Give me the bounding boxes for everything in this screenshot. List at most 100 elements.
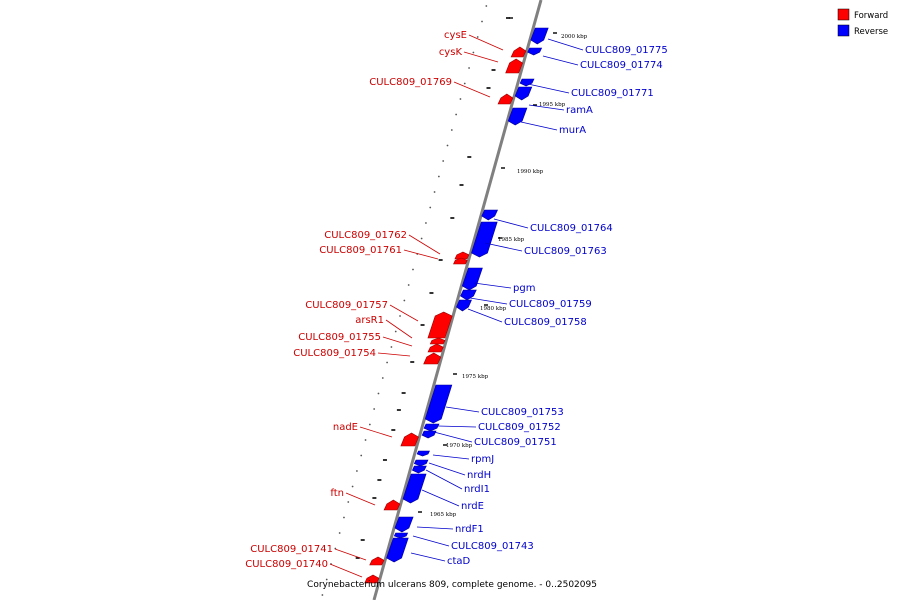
gene-feature-culc809_01758[interactable] xyxy=(456,299,472,312)
gene-pointer-ctad xyxy=(410,552,446,562)
gene-feature-culc809_01761[interactable] xyxy=(453,257,468,265)
gene-pointer-culc809_01764 xyxy=(493,218,529,229)
gene-label-nade[interactable]: nadE xyxy=(333,422,358,433)
gene-feature-culc809_01751[interactable] xyxy=(421,430,437,439)
gene-label-culc809_01757[interactable]: CULC809_01757 xyxy=(305,300,388,311)
gene-label-nrdh[interactable]: nrdH xyxy=(467,470,491,481)
gene-feature-mura[interactable] xyxy=(507,107,528,126)
gene-pointer-culc809_01743 xyxy=(412,535,450,547)
gene-feature-culc809_01741[interactable] xyxy=(369,556,385,566)
gene-feature-rpmj[interactable] xyxy=(416,450,430,457)
gene-label-mura[interactable]: murA xyxy=(559,125,586,136)
guide-dot xyxy=(485,5,488,7)
guide-dot xyxy=(442,160,445,162)
legend-forward-swatch xyxy=(837,8,850,21)
guide-dot xyxy=(420,237,423,240)
gene-label-ctad[interactable]: ctaD xyxy=(447,556,471,567)
legend: Forward Reverse xyxy=(837,8,888,37)
gene-feature-cyse[interactable] xyxy=(510,46,527,58)
gene-label-culc809_01743[interactable]: CULC809_01743 xyxy=(451,541,534,552)
gene-label-culc809_01753[interactable]: CULC809_01753 xyxy=(481,407,564,418)
gene-feature-culc809_01755[interactable] xyxy=(427,343,444,353)
gene-feature-nrde[interactable] xyxy=(402,473,427,504)
gene-feature-culc809_01752[interactable] xyxy=(423,423,440,432)
gene-pointer-culc809_01752 xyxy=(437,425,477,428)
gene-pointer-culc809_01753 xyxy=(445,406,480,413)
gene-feature-nade[interactable] xyxy=(400,432,419,447)
gene-label-nrdf1[interactable]: nrdF1 xyxy=(455,524,484,535)
guide-dot xyxy=(360,454,363,457)
gene-label-culc809_01758[interactable]: CULC809_01758 xyxy=(504,317,587,328)
legend-forward-label: Forward xyxy=(854,11,888,21)
gene-pointer-rama xyxy=(528,104,565,111)
gene-feature-ftn[interactable] xyxy=(383,499,401,511)
gene-feature-pgm[interactable] xyxy=(461,267,483,291)
gene-feature-culc809_01774[interactable] xyxy=(527,47,543,56)
gene-feature-culc809_01743[interactable] xyxy=(393,532,409,539)
gene-feature-arsr1[interactable] xyxy=(429,337,446,345)
gene-label-culc809_01764[interactable]: CULC809_01764 xyxy=(530,223,613,234)
gene-label-culc809_01763[interactable]: CULC809_01763 xyxy=(524,246,607,257)
gene-feature-culc809_01775[interactable] xyxy=(530,27,549,45)
gene-pointer-nrdf1 xyxy=(416,526,454,530)
gene-pointer-cysk xyxy=(463,51,499,63)
gene-feature-culc809_01763[interactable] xyxy=(471,221,498,258)
gene-label-rpmj[interactable]: rpmJ xyxy=(471,454,494,465)
gene-feature-nrdh[interactable] xyxy=(413,459,429,467)
gene-label-culc809_01752[interactable]: CULC809_01752 xyxy=(478,422,561,433)
gene-label-nrdi1[interactable]: nrdI1 xyxy=(464,484,490,495)
gene-label-culc809_01759[interactable]: CULC809_01759 xyxy=(509,299,592,310)
gene-pointer-culc809_01751 xyxy=(433,431,473,443)
gene-pointer-culc809_01763 xyxy=(484,242,523,252)
gene-label-culc809_01762[interactable]: CULC809_01762 xyxy=(324,230,407,241)
gene-feature-rama[interactable] xyxy=(514,86,533,101)
guide-dot xyxy=(425,222,427,224)
gene-label-arsr1[interactable]: arsR1 xyxy=(355,315,384,326)
gene-feature-culc809_01764[interactable] xyxy=(481,209,499,221)
gene-label-culc809_01741[interactable]: CULC809_01741 xyxy=(250,544,333,555)
guide-dot xyxy=(450,129,453,131)
gene-label-culc809_01769[interactable]: CULC809_01769 xyxy=(369,77,452,88)
guide-dot xyxy=(429,206,432,209)
gene-label-rama[interactable]: ramA xyxy=(566,105,593,116)
gene-feature-culc809_01740[interactable] xyxy=(364,574,380,584)
gene-pointer-culc809_01758 xyxy=(467,308,503,323)
gene-label-cysk[interactable]: cysK xyxy=(439,47,463,58)
gene-pointer-culc809_01762 xyxy=(408,234,441,255)
guide-dot xyxy=(468,67,470,69)
gene-pointer-culc809_01769 xyxy=(453,81,491,98)
gene-pointer-arsr1 xyxy=(385,319,413,339)
gene-feature-culc809_01757[interactable] xyxy=(427,311,453,339)
gene-label-culc809_01755[interactable]: CULC809_01755 xyxy=(298,332,381,343)
gene-pointer-nrdi1 xyxy=(425,469,463,490)
guide-dot xyxy=(321,594,324,596)
gene-label-culc809_01774[interactable]: CULC809_01774 xyxy=(580,60,663,71)
gene-pointer-culc809_01771 xyxy=(527,83,570,94)
gene-label-pgm[interactable]: pgm xyxy=(513,283,535,294)
gene-pointer-culc809_01754 xyxy=(377,352,411,357)
gene-feature-nrdi1[interactable] xyxy=(411,465,427,474)
gene-pointer-culc809_01761 xyxy=(403,249,439,260)
gene-pointer-cyse xyxy=(468,34,504,51)
scale-label: 1995 kbp xyxy=(539,102,566,108)
guide-dot xyxy=(343,516,345,519)
gene-label-nrde[interactable]: nrdE xyxy=(461,501,484,512)
gene-feature-culc809_01769[interactable] xyxy=(497,93,514,105)
gene-feature-culc809_01762[interactable] xyxy=(454,251,470,260)
gene-label-culc809_01771[interactable]: CULC809_01771 xyxy=(571,88,654,99)
gene-feature-nrdf1[interactable] xyxy=(394,516,414,533)
gene-label-culc809_01751[interactable]: CULC809_01751 xyxy=(474,437,557,448)
guide-dot xyxy=(472,51,475,54)
gene-feature-culc809_01754[interactable] xyxy=(423,352,442,365)
scale-labels: 2000 kbp 1995 kbp 1990 kbp 1985 kbp 1980 kbp… xyxy=(430,34,588,518)
gene-feature-ctad[interactable] xyxy=(386,537,409,563)
guide-dot xyxy=(347,501,350,503)
gene-label-cyse[interactable]: cysE xyxy=(444,30,467,41)
gene-label-ftn[interactable]: ftn xyxy=(330,488,344,499)
gene-feature-cysk[interactable] xyxy=(505,58,523,74)
gene-label-culc809_01754[interactable]: CULC809_01754 xyxy=(293,348,376,359)
gene-label-culc809_01761[interactable]: CULC809_01761 xyxy=(319,245,402,256)
gene-label-culc809_01740[interactable]: CULC809_01740 xyxy=(245,559,328,570)
gene-label-culc809_01775[interactable]: CULC809_01775 xyxy=(585,45,668,56)
gene-feature-culc809_01753[interactable] xyxy=(424,384,453,424)
